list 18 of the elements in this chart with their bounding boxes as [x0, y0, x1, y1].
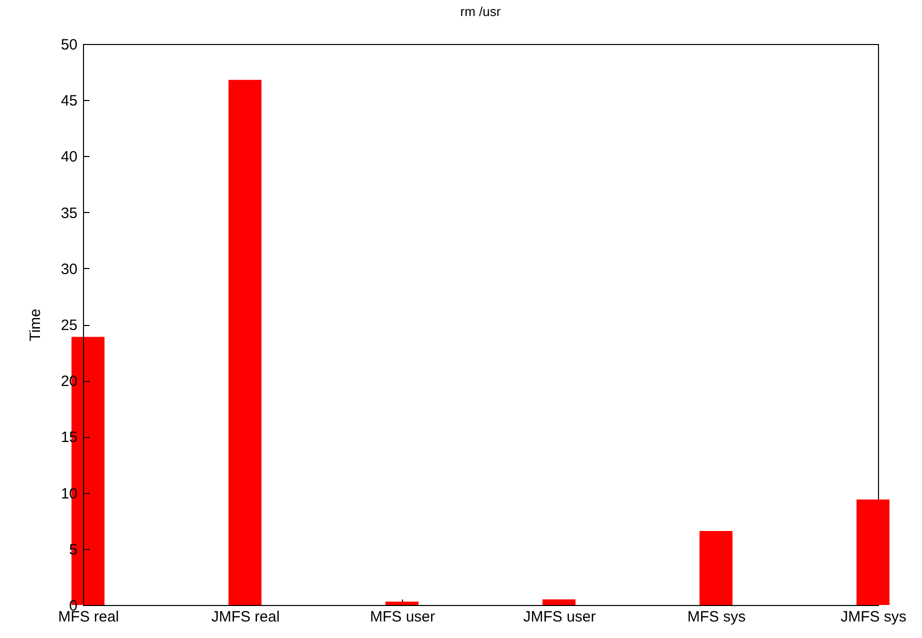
bar: [386, 602, 418, 605]
y-tick-label: 40: [60, 148, 78, 166]
bar: [856, 500, 890, 605]
y-tick-label: 25: [60, 317, 78, 334]
x-tick-label: JMFS user: [523, 608, 596, 626]
bar: [228, 80, 262, 605]
chart-title: rm /usr: [460, 4, 502, 19]
y-tick-label: 35: [60, 204, 78, 222]
y-axis-title: Time: [26, 308, 44, 342]
x-tick-label: MFS sys: [687, 608, 746, 626]
y-tick-label: 45: [60, 92, 78, 110]
bar: [542, 599, 576, 605]
y-tick-label: 50: [60, 36, 78, 54]
x-tick-label: JMFS real: [211, 608, 280, 626]
x-tick-label: MFS user: [370, 608, 436, 626]
bar: [700, 530, 732, 605]
y-tick-label: 30: [60, 260, 78, 278]
x-tick-label: JMFS sys: [840, 608, 906, 626]
